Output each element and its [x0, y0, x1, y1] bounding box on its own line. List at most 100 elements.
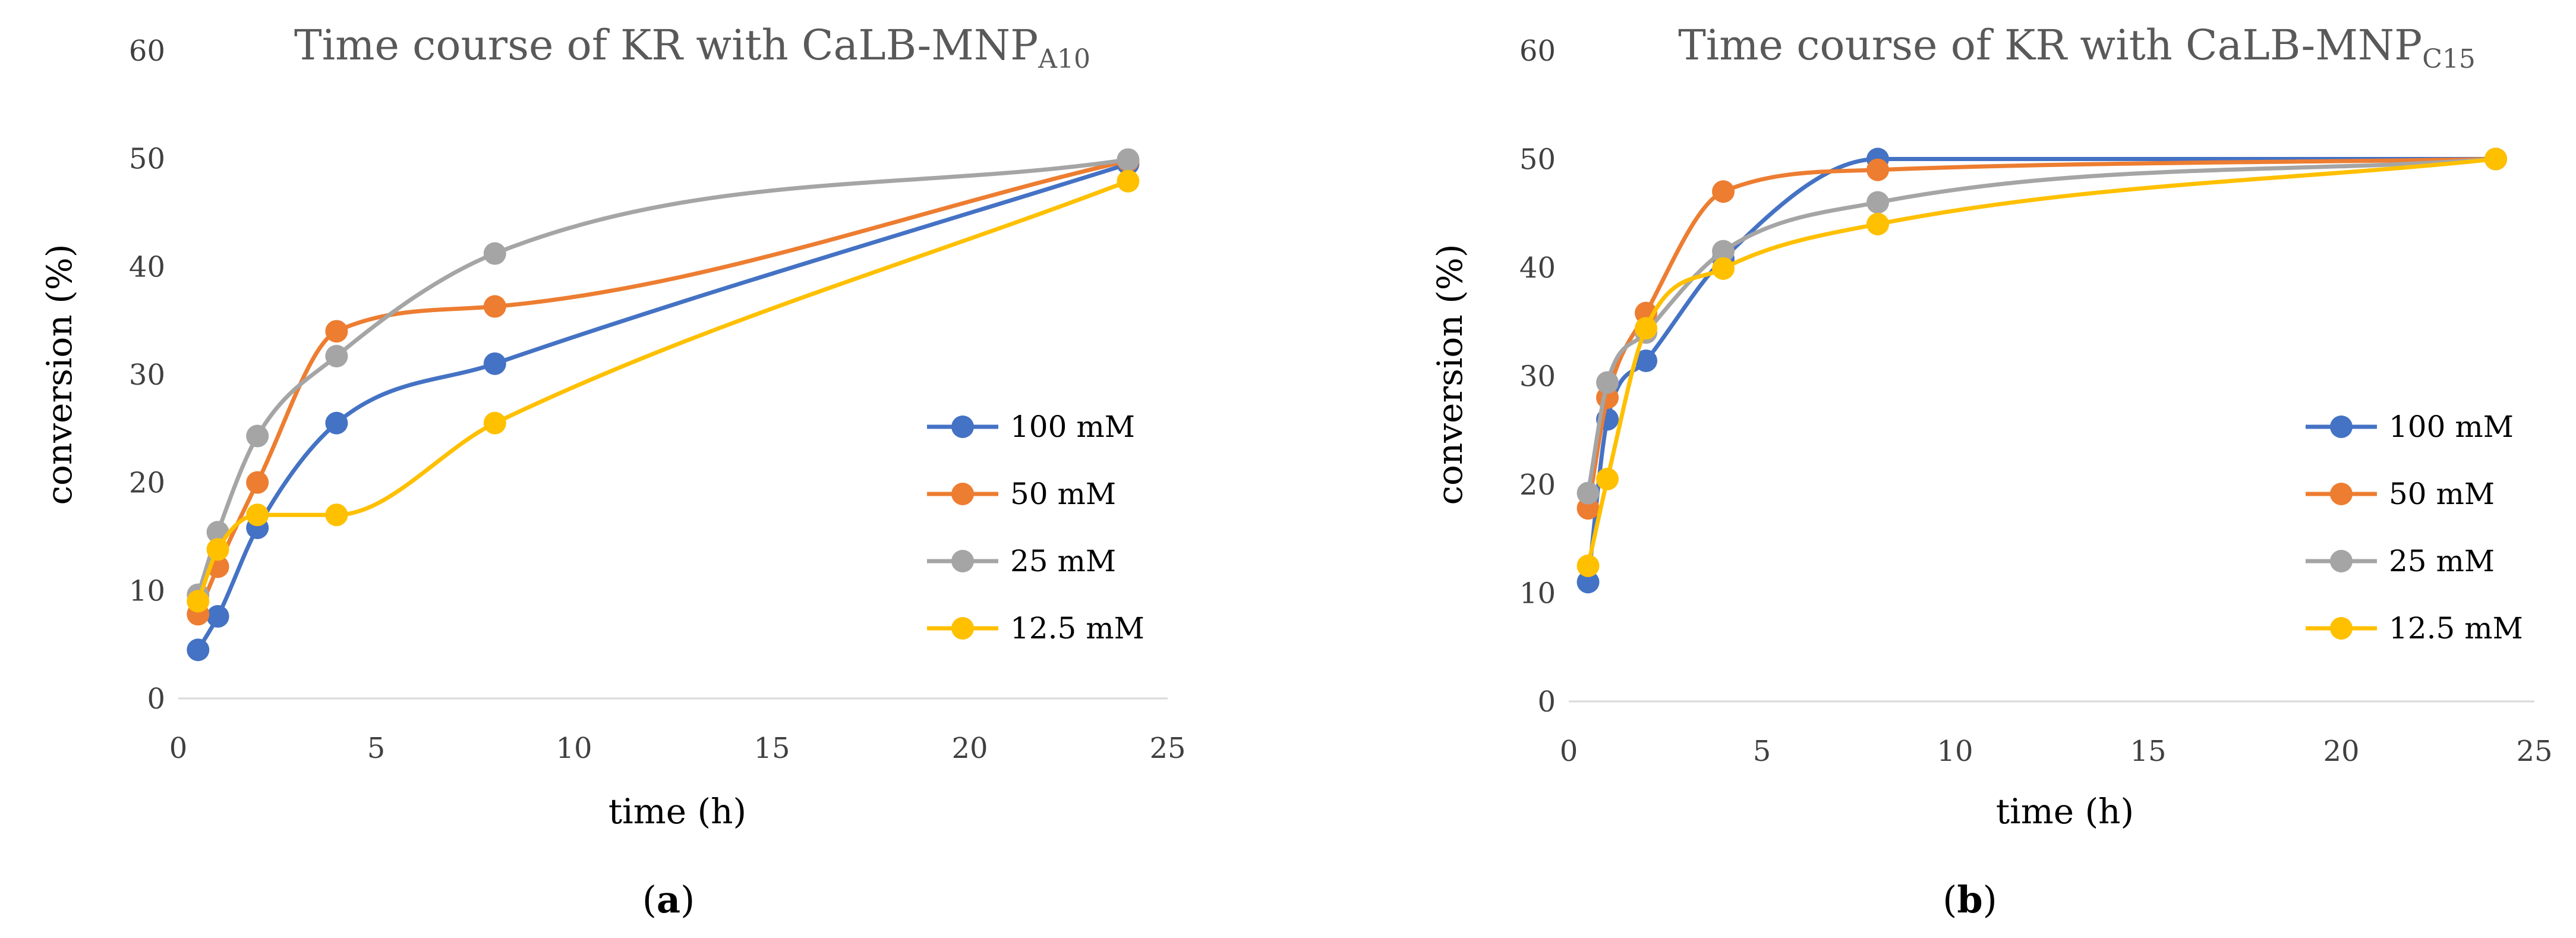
data-point — [1577, 554, 1600, 577]
panel-label-letter: b — [1957, 878, 1982, 921]
legend-marker — [951, 416, 974, 438]
y-tick-label: 40 — [129, 250, 165, 284]
data-point — [483, 242, 506, 265]
data-point — [325, 503, 348, 527]
x-tick-label: 5 — [367, 732, 386, 765]
x-tick-label: 10 — [1937, 735, 1973, 768]
series-12-5mMmm — [187, 169, 1140, 613]
y-tick-label: 60 — [129, 34, 165, 68]
data-point — [1635, 317, 1657, 340]
x-tick-label: 20 — [951, 732, 988, 765]
series-50mMmm — [1577, 147, 2507, 520]
data-point — [1596, 371, 1619, 394]
legend-label: 25 mM — [1010, 544, 1116, 578]
chart-title-main: Time course of KR with CaLB-MNP — [1678, 21, 2422, 70]
data-point — [1635, 349, 1657, 372]
chart-title-subscript: C15 — [2422, 44, 2476, 74]
data-point — [1117, 148, 1140, 171]
series-25mMmm — [1577, 147, 2507, 505]
legend-label: 12.5 mM — [1010, 611, 1144, 646]
data-point — [1577, 571, 1600, 594]
data-point — [1866, 158, 1889, 181]
data-point — [246, 471, 269, 494]
x-tick-label: 25 — [1149, 732, 1185, 765]
data-point — [483, 352, 506, 375]
legend-label: 50 mM — [1010, 477, 1116, 511]
x-axis-label: time (h) — [1996, 791, 2134, 832]
data-point — [246, 503, 269, 527]
data-point — [1712, 180, 1735, 203]
y-tick-label: 10 — [1519, 577, 1556, 610]
y-tick-label: 20 — [129, 467, 165, 500]
x-axis-label: time (h) — [608, 791, 746, 832]
data-point — [1866, 213, 1889, 235]
x-tick-label: 15 — [2130, 735, 2166, 768]
x-tick-label: 25 — [2516, 735, 2552, 768]
data-point — [1866, 191, 1889, 214]
legend-label: 12.5 mM — [2389, 611, 2523, 646]
legend-label: 100 mM — [2389, 410, 2514, 444]
chart-title: Time course of KR with CaLB-MNPC15 — [1678, 21, 2476, 74]
data-point — [325, 320, 348, 343]
legend: 100 mM 50 mM 25 mM 12.5 mM — [2306, 410, 2523, 646]
series-line — [196, 162, 1130, 652]
legend-marker — [951, 617, 974, 640]
chart-title: Time course of KR with CaLB-MNPA10 — [294, 21, 1090, 74]
y-tick-label: 0 — [147, 682, 165, 716]
legend-marker — [2330, 550, 2353, 572]
data-point — [187, 590, 210, 613]
panel-label: (a) — [642, 878, 695, 921]
panel-label-close: ) — [680, 878, 695, 921]
y-axis-label: conversion (%) — [39, 244, 80, 505]
legend-marker — [2330, 483, 2353, 505]
chart-panel-b: Time course of KR with CaLB-MNPC15 0 10 20 3… — [1430, 21, 2553, 921]
x-tick-label: 15 — [753, 732, 790, 765]
data-point — [483, 295, 506, 318]
series-line — [1586, 157, 2498, 511]
data-point — [483, 411, 506, 435]
x-tick-label: 0 — [1560, 735, 1578, 768]
y-tick-label: 50 — [1519, 143, 1556, 177]
y-tick-label: 30 — [129, 358, 165, 392]
series-25mMmm — [187, 148, 1140, 606]
data-point — [1596, 467, 1619, 490]
series-line — [1586, 156, 2498, 584]
panel-label-open: ( — [642, 878, 657, 921]
data-point — [1577, 481, 1600, 505]
y-tick-label: 20 — [1519, 468, 1556, 502]
data-point — [206, 538, 229, 561]
legend-marker — [2330, 416, 2353, 438]
legend-label: 25 mM — [2389, 544, 2495, 578]
panel-label-open: ( — [1943, 878, 1957, 921]
legend: 100 mM 50 mM 25 mM 12.5 mM — [927, 410, 1144, 646]
data-point — [325, 345, 348, 368]
chart-title-main: Time course of KR with CaLB-MNP — [294, 21, 1038, 70]
series-50mMmm — [187, 149, 1140, 626]
y-tick-label: 60 — [1519, 34, 1556, 68]
series-12-5mMmm — [1577, 147, 2507, 577]
data-point — [246, 424, 269, 448]
series-100mMmm — [1577, 147, 2507, 594]
y-tick-label: 50 — [129, 143, 165, 176]
chart-title-subscript: A10 — [1038, 44, 1090, 74]
y-tick-label: 10 — [129, 574, 165, 608]
y-axis-label: conversion (%) — [1430, 244, 1470, 505]
series-line — [196, 179, 1130, 603]
data-point — [2484, 147, 2507, 171]
legend-marker — [951, 483, 974, 505]
data-point — [1712, 257, 1735, 280]
legend-marker — [2330, 617, 2353, 640]
data-point — [325, 411, 348, 435]
series-line — [196, 158, 1130, 597]
legend-label: 100 mM — [1010, 410, 1135, 444]
x-tick-label: 20 — [2323, 735, 2359, 768]
legend-marker — [951, 550, 974, 572]
series-line — [1586, 157, 2498, 496]
data-point — [206, 605, 229, 628]
y-tick-label: 40 — [1519, 251, 1556, 285]
y-tick-label: 0 — [1537, 685, 1556, 719]
data-point — [1712, 240, 1735, 263]
panel-label: (b) — [1943, 878, 1997, 921]
data-point — [1117, 169, 1140, 193]
